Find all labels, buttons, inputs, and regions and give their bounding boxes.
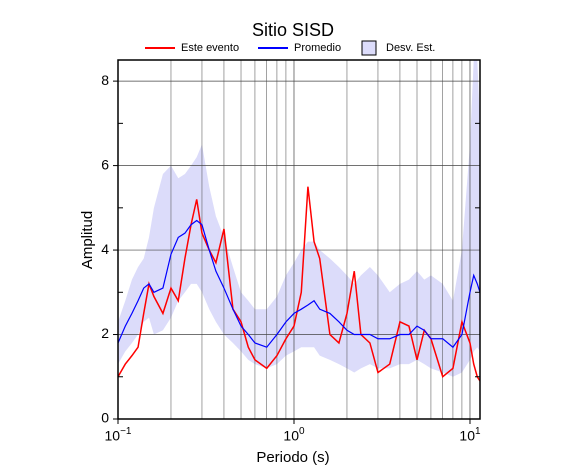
y-tick-label: 8 (101, 72, 109, 88)
y-tick-label: 2 (101, 325, 109, 341)
x-axis-label: Periodo (s) (256, 449, 329, 466)
chart-title: Sitio SISD (252, 20, 334, 40)
x-tick-label: 10−1 (105, 426, 132, 444)
legend-label: Promedio (294, 42, 341, 54)
legend-swatch (361, 40, 377, 56)
legend-label: Desv. Est. (386, 42, 435, 54)
y-axis-label: Amplitud (79, 211, 96, 269)
std-band (118, 60, 480, 377)
x-tick-label: 100 (283, 426, 305, 444)
legend-label: Este evento (181, 42, 239, 54)
y-tick-label: 0 (101, 410, 109, 426)
plot-area (118, 60, 480, 419)
y-tick-label: 6 (101, 156, 109, 172)
plot-frame (117, 59, 481, 420)
x-tick-label: 101 (459, 426, 481, 444)
series-line (118, 219, 480, 349)
y-tick-label: 4 (101, 241, 109, 257)
